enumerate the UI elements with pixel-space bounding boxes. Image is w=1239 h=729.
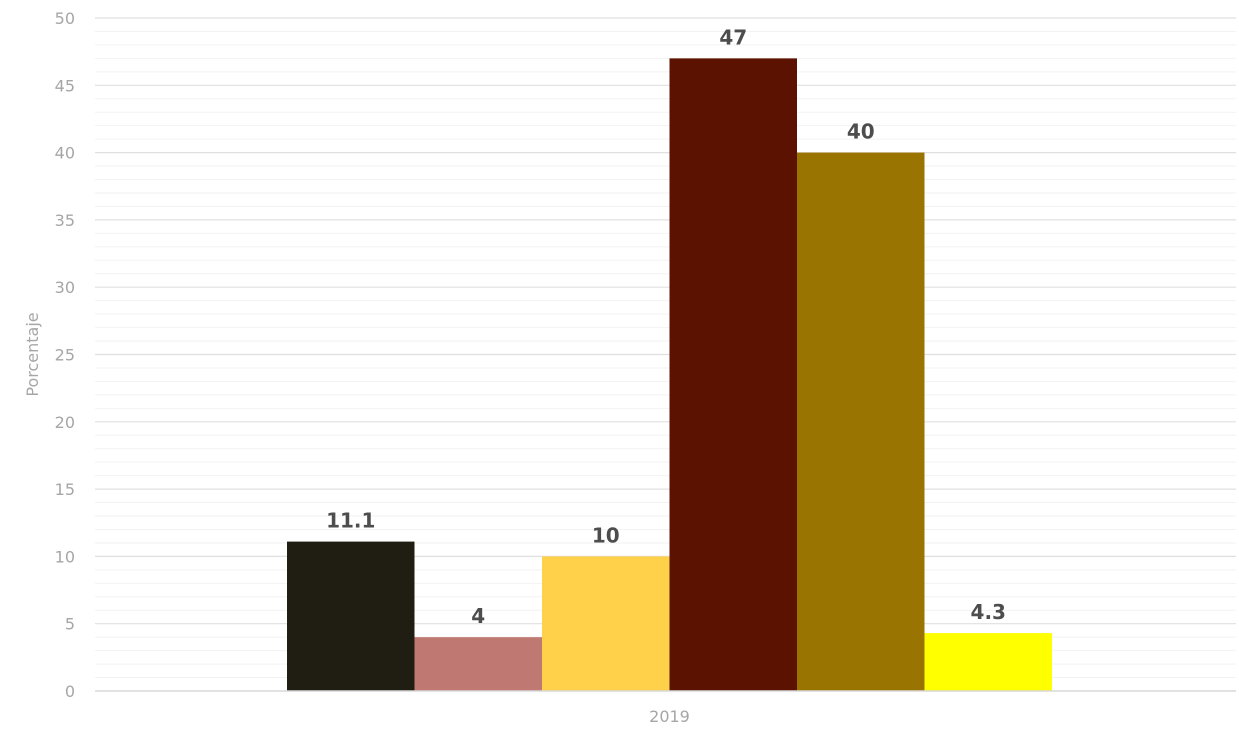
minor-gridlines — [95, 30, 1236, 679]
data-labels: 11.1 4 10 47 40 4.3 — [326, 25, 1006, 628]
x-axis-tick-labels: 2019 — [649, 707, 690, 726]
bar — [542, 556, 670, 691]
major-gridlines — [95, 17, 1236, 625]
bar — [797, 152, 925, 692]
bar — [669, 58, 797, 691]
y-tick-label: 30 — [55, 278, 75, 297]
y-tick-label: 40 — [55, 144, 75, 163]
y-tick-label: 5 — [65, 615, 75, 634]
data-label: 40 — [847, 120, 875, 144]
y-tick-label: 50 — [55, 9, 75, 28]
data-label: 4 — [471, 604, 485, 628]
y-tick-label: 0 — [65, 682, 75, 701]
bar — [414, 637, 542, 691]
y-tick-label: 10 — [55, 547, 75, 566]
bar — [287, 541, 415, 691]
y-tick-label: 35 — [55, 211, 75, 230]
y-axis-title: Porcentaje — [23, 312, 42, 396]
data-label: 10 — [592, 523, 620, 547]
bar — [924, 633, 1052, 691]
bar-series — [287, 58, 1052, 692]
y-tick-label: 20 — [55, 413, 75, 432]
data-label: 47 — [719, 25, 747, 49]
x-tick-label: 2019 — [649, 707, 690, 726]
data-label: 11.1 — [326, 509, 375, 533]
data-label: 4.3 — [971, 600, 1006, 624]
y-tick-label: 45 — [55, 76, 75, 95]
y-tick-label: 25 — [55, 346, 75, 365]
y-tick-label: 15 — [55, 480, 75, 499]
y-axis-tick-labels: 0 5 10 15 20 25 30 35 40 45 50 — [55, 9, 75, 701]
